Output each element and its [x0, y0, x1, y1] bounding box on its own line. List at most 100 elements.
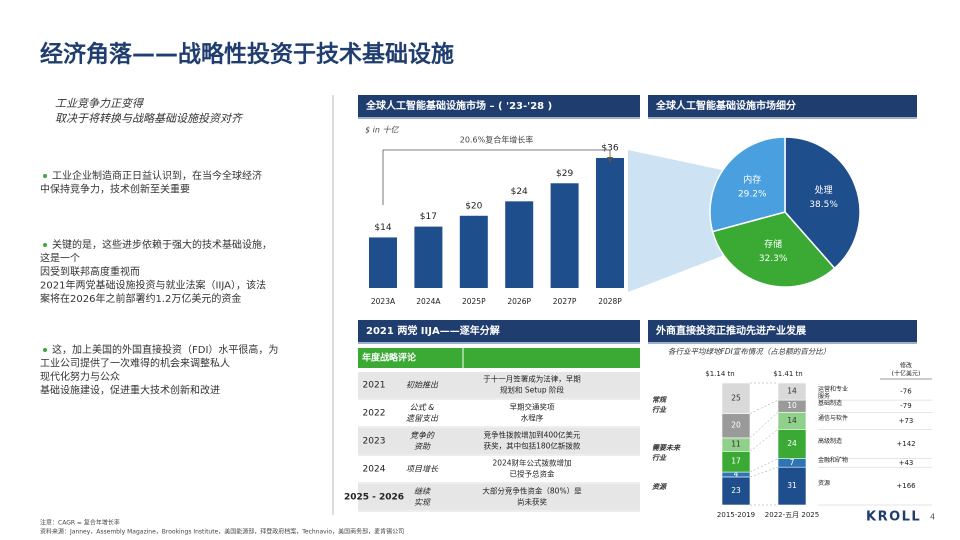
group-label: 行业 [652, 405, 667, 414]
bullet-text: 工业企业制造商正日益认识到，在当今全球经济 [52, 169, 262, 182]
panel-title: 全球人工智能基础设施市场细分 [655, 99, 796, 112]
change-header: (十亿美元) [892, 370, 921, 378]
footer-note: 注意：CAGR = 复合年增长率 [40, 519, 120, 527]
value-label: $36 [601, 144, 618, 154]
bar [414, 226, 443, 288]
value-label: $20 [465, 201, 482, 211]
group-label: 常规 [652, 395, 667, 404]
x-tick-label: 2022-五月 2025 [765, 511, 819, 519]
segment-label: 25 [731, 393, 741, 402]
stack-segment [721, 382, 751, 414]
pie-slice [784, 136, 861, 270]
value-label: $29 [556, 169, 573, 179]
row-phase: 公式 & [410, 403, 435, 412]
bullet-dot [43, 348, 47, 352]
pie-value: 32.3% [759, 254, 788, 264]
connector [749, 399, 779, 414]
row-phase: 竞争的 [410, 431, 435, 440]
legend-name: 高级制造 [818, 438, 843, 445]
row-phase: 继续 [414, 487, 431, 496]
footer-note: 资料来源：Janney，Assembly Magazine，Brookings … [40, 528, 404, 536]
connector [749, 412, 779, 439]
intro-heading: 取决于将转换与战略基础设施投资对齐 [55, 112, 244, 125]
cagr-label: 20.6%复合年增长率 [460, 135, 533, 145]
row-year: 2023 [363, 437, 386, 447]
table-row [358, 456, 640, 482]
value-label: $17 [420, 212, 437, 222]
bullet-text: 2021年两党基础设施投资与就业法案（IIJA），该法 [40, 279, 266, 292]
row-phase: 实现 [414, 498, 431, 507]
bullet-text: 因受到联邦高度重视而 [40, 265, 140, 278]
connector [749, 429, 779, 452]
pie-value: 29.2% [738, 189, 767, 199]
y-axis-label: $ in 十亿 [365, 126, 399, 135]
panel-title: 2021 两党 IIJA——逐年分解 [366, 324, 500, 337]
legend-name: 通信与软件 [818, 414, 849, 422]
stack-segment [777, 382, 807, 401]
bullet-text: 基础设施建设，促进重大技术创新和改进 [40, 384, 220, 397]
segment-label: 10 [787, 401, 797, 410]
panel-header-shadow [648, 117, 917, 119]
stack-segment [721, 413, 751, 439]
row-detail: 规划和 Setup 阶段 [500, 385, 565, 395]
group-label: 行业 [652, 453, 667, 462]
x-tick-label: 2027P [553, 297, 577, 306]
row-detail: 尚未获奖 [517, 497, 547, 507]
row-year: 2025 - 2026 [344, 493, 404, 503]
segment-label: 31 [787, 481, 797, 490]
x-tick-label: 2015-2019 [717, 511, 755, 519]
segment-label: 17 [731, 457, 741, 466]
total-label: $1.14 tn [705, 370, 734, 378]
row-detail: 已授予总资金 [510, 469, 555, 479]
bar [505, 201, 534, 288]
row-detail: 于十一月签署成为法律，早期 [483, 374, 581, 384]
panel-header [358, 95, 640, 117]
table-row [358, 372, 640, 398]
change-value: +142 [896, 440, 915, 448]
panel-header [358, 320, 640, 342]
panel-header [648, 320, 917, 342]
segment-label: 7 [790, 458, 795, 467]
bar [459, 215, 488, 288]
panel-header-shadow [358, 117, 640, 119]
change-value: -76 [900, 388, 912, 396]
row-phase: 遗留支出 [406, 414, 439, 423]
bullet-dot [43, 243, 47, 247]
row-year: 2024 [363, 465, 386, 475]
panel-title: 外商直接投资正推动先进产业发展 [655, 324, 806, 337]
change-value: +166 [896, 482, 916, 490]
legend-name: 基础制造 [818, 400, 843, 408]
row-detail: 竞争性拨款增加到400亿美元 [484, 430, 581, 440]
bar [550, 183, 579, 288]
pie-category: 内存 [743, 173, 761, 185]
group-label: 需要未来 [652, 443, 681, 452]
segment-label: 14 [787, 387, 797, 396]
row-phase: 资助 [414, 442, 431, 451]
panel-header [648, 95, 917, 117]
legend-name: 运营和专业服务 [818, 385, 849, 400]
segment-label: 11 [731, 440, 741, 449]
pie-category: 处理 [815, 184, 833, 196]
row-year: 2022 [363, 409, 386, 419]
x-tick-label: 2023A [371, 297, 396, 306]
cagr-arrow [382, 149, 611, 205]
bullet-dot [43, 174, 47, 178]
change-value: +43 [899, 459, 914, 467]
bullet-text: 工业公司提供了一次难得的机会来调整私人 [40, 357, 230, 370]
connector [749, 458, 779, 473]
bullet-text: 中保持竞争力，技术创新至关重要 [40, 183, 190, 196]
logo: KROLL [866, 510, 921, 525]
panel-header-shadow [358, 342, 640, 344]
x-tick-label: 2026P [507, 297, 531, 306]
row-detail: 获奖，其中包括180亿新拨款 [484, 441, 581, 451]
x-tick-label: 2028P [598, 297, 622, 306]
group-label: 资源 [652, 482, 668, 491]
bar [596, 158, 624, 288]
stack-segment [777, 466, 807, 506]
change-value: +73 [899, 417, 914, 425]
bullet-text: 这，加上美国的外国直接投资（FDI）水平很高，为 [52, 343, 278, 356]
chart-subtitle: 各行业平均绿地FDI宣布情况（占总额的百分比） [668, 347, 830, 356]
table-header-text: 年度战略评论 [362, 352, 417, 364]
